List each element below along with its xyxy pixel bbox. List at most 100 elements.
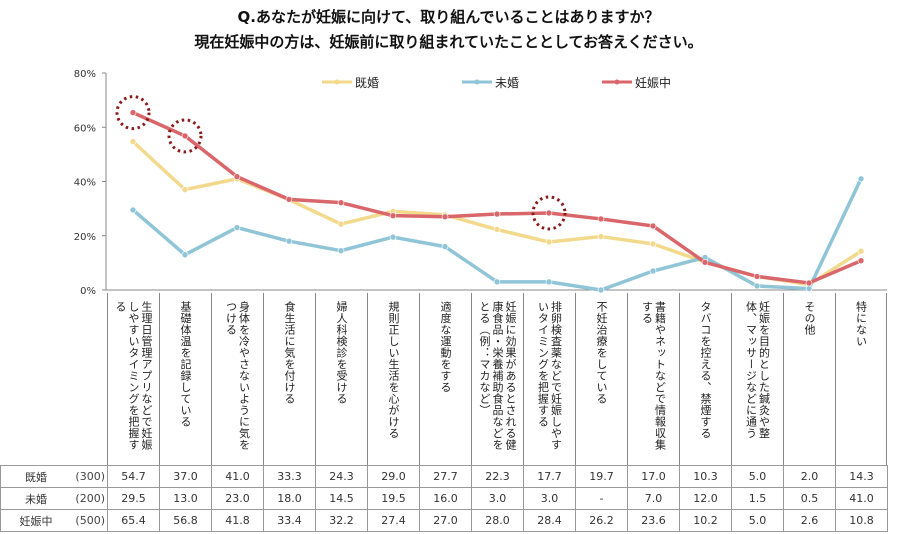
table-cell: 65.4	[107, 509, 160, 532]
table-cell: 54.7	[107, 465, 160, 488]
table-cell: 2.0	[783, 465, 836, 488]
data-point	[545, 238, 553, 246]
data-point	[597, 286, 605, 294]
category-label: 規則正しい生活を心がける	[387, 301, 400, 439]
highlight-circle	[115, 95, 151, 131]
table-cell: 56.8	[159, 509, 212, 532]
data-point	[649, 267, 657, 275]
table-cell: 33.4	[263, 509, 316, 532]
category-label: その他	[803, 301, 816, 336]
table-cell: 2.6	[783, 509, 836, 532]
table-cell: 28.4	[523, 509, 576, 532]
table-cell: 17.0	[627, 465, 680, 488]
data-point	[129, 206, 137, 214]
table-cell: 29.0	[367, 465, 420, 488]
category-column: 不妊治療をしている	[575, 293, 627, 465]
data-point	[337, 247, 345, 254]
category-label: 婦人科検診を受ける	[335, 301, 348, 405]
table-cell: 29.5	[107, 487, 160, 510]
data-point	[857, 257, 865, 265]
category-column: 妊娠に効果があるとされる健康食品・栄養補助食品などをとる（例：マカなど）	[471, 293, 523, 465]
table-cell: 12.0	[679, 487, 732, 510]
table-cell: 27.4	[367, 509, 420, 532]
data-point	[805, 285, 813, 292]
category-column: 特にない	[835, 293, 887, 465]
category-label: タバコを控える、禁煙する	[699, 301, 712, 439]
table-cell: 32.2	[315, 509, 368, 532]
category-label: 書籍やネットなどで情報収集する	[640, 301, 667, 451]
table-cell: 14.3	[835, 465, 888, 488]
category-label: 生理日管理アプリなどで妊娠しやすいタイミングを把握する	[114, 301, 153, 451]
data-point	[181, 251, 189, 259]
data-point	[545, 209, 553, 217]
row-sample-size: (200)	[71, 487, 108, 510]
line-chart: 0% 20% 40% 60% 80% 既婚 未婚 妊娠中	[74, 69, 887, 297]
legend: 既婚 未婚 妊娠中	[322, 75, 671, 90]
highlight-circle	[167, 118, 203, 154]
category-column: タバコを控える、禁煙する	[679, 293, 731, 465]
data-point	[181, 132, 189, 140]
category-label: 妊娠を目的とした鍼灸や整体、マッサージなどに通う	[744, 301, 771, 439]
table-cell: 41.0	[211, 465, 264, 488]
category-label: 食生活に気を付ける	[283, 301, 296, 405]
data-point	[285, 237, 293, 245]
table-cell: 24.3	[315, 465, 368, 488]
data-point	[493, 278, 501, 286]
category-label: 不妊治療をしている	[595, 301, 608, 405]
category-column: 食生活に気を付ける	[263, 293, 315, 465]
legend-marker	[474, 79, 480, 85]
legend-label: 妊娠中	[635, 75, 671, 90]
table-cell: 26.2	[575, 509, 628, 532]
category-column: 排卵検査薬などで妊娠しやすいタイミングを把握する	[523, 293, 575, 465]
category-label: 排卵検査薬などで妊娠しやすいタイミングを把握する	[536, 301, 563, 451]
table-cell: 0.5	[783, 487, 836, 510]
y-tick-label: 40%	[74, 178, 96, 189]
table-cell: 14.5	[315, 487, 368, 510]
table-cell: 10.2	[679, 509, 732, 532]
data-point	[129, 138, 137, 145]
data-point	[389, 233, 397, 241]
table-cell: 5.0	[731, 465, 784, 488]
category-column: 基礎体温を記録している	[159, 293, 211, 465]
data-point	[233, 224, 241, 231]
category-column: 身体を冷やさないように気をつける	[211, 293, 263, 465]
table-cell: 27.7	[419, 465, 472, 488]
data-table: 既婚 (300) 54.7 37.0 41.0 33.3 24.3 29.0 27.7 22.3 1…	[0, 465, 888, 532]
table-cell: 7.0	[627, 487, 680, 510]
category-label: 適度な運動をする	[439, 301, 452, 393]
row-label: 未婚	[0, 487, 71, 510]
data-point	[441, 213, 449, 221]
table-cell: 3.0	[523, 487, 576, 510]
category-column: 婦人科検診を受ける	[315, 293, 367, 465]
data-point	[181, 186, 189, 193]
data-point	[285, 196, 293, 203]
table-cell: 23.0	[211, 487, 264, 510]
table-cell: 10.8	[835, 509, 888, 532]
table-cell: 23.6	[627, 509, 680, 532]
table-cell: 1.5	[731, 487, 784, 510]
data-point	[597, 215, 605, 223]
data-point	[233, 173, 241, 180]
table-cell: 19.5	[367, 487, 420, 510]
highlight-circle	[531, 195, 567, 231]
table-cell: 37.0	[159, 465, 212, 488]
y-axis: 0% 20% 40% 60% 80%	[74, 69, 887, 297]
table-cell: 22.3	[471, 465, 524, 488]
row-sample-size: (300)	[71, 465, 108, 488]
legend-item: 未婚	[462, 76, 519, 90]
legend-marker	[334, 79, 340, 85]
table-row: 妊娠中 (500) 65.4 56.8 41.8 33.4 32.2 27.4 27.0 28.0…	[0, 509, 888, 532]
data-point	[753, 282, 761, 290]
table-cell: 17.7	[523, 465, 576, 488]
category-label: 妊娠に効果があるとされる健康食品・栄養補助食品などをとる（例：マカなど）	[478, 301, 517, 451]
y-tick-label: 60%	[74, 123, 96, 134]
table-row: 未婚 (200) 29.5 13.0 23.0 18.0 14.5 19.5 16.0 3.0 3.…	[0, 487, 888, 510]
category-column: 規則正しい生活を心がける	[367, 293, 419, 465]
category-column: 書籍やネットなどで情報収集する	[627, 293, 679, 465]
table-cell: 18.0	[263, 487, 316, 510]
series-line	[132, 111, 862, 285]
table-cell: 33.3	[263, 465, 316, 488]
table-cell: 16.0	[419, 487, 472, 510]
data-point	[337, 220, 345, 228]
data-point	[337, 199, 345, 206]
